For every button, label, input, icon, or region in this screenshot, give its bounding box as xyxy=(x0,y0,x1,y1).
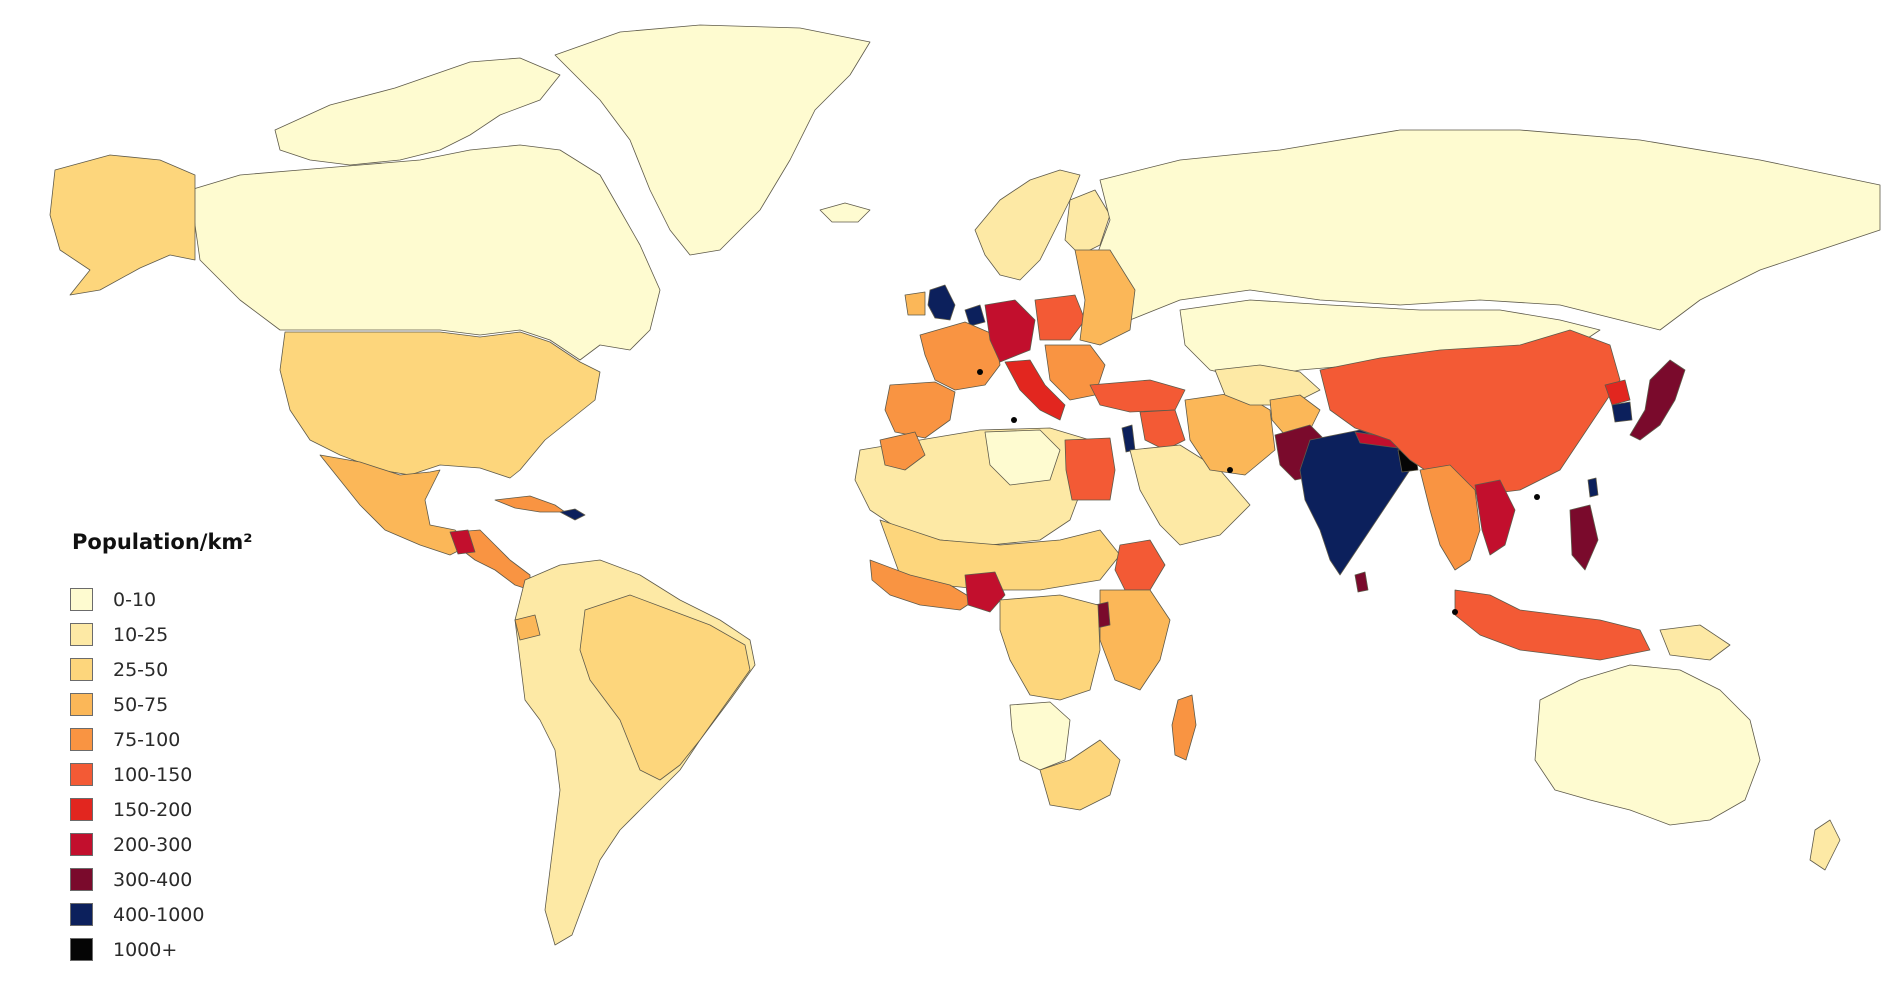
taiwan xyxy=(1587,477,1599,498)
ethiopia xyxy=(1114,539,1166,591)
city-state-dot xyxy=(1011,417,1017,423)
city-state-dot xyxy=(1534,494,1540,500)
legend-swatch xyxy=(70,903,93,926)
benelux xyxy=(964,304,986,327)
nigeria xyxy=(964,571,1006,613)
legend-label: 50-75 xyxy=(113,693,169,716)
australia xyxy=(1534,664,1761,826)
algeria-libya xyxy=(984,429,1061,486)
legend-label: 150-200 xyxy=(113,798,193,821)
brazil xyxy=(579,594,751,781)
canada xyxy=(189,144,661,361)
central-asia xyxy=(1214,364,1321,406)
legend-swatch xyxy=(70,728,93,751)
legend-label: 200-300 xyxy=(113,833,193,856)
morocco xyxy=(879,431,926,471)
legend-swatch xyxy=(70,588,93,611)
iberia xyxy=(884,381,956,439)
united-kingdom xyxy=(927,284,956,321)
legend-label: 75-100 xyxy=(113,728,181,751)
legend-label: 25-50 xyxy=(113,658,169,681)
russia xyxy=(1094,129,1881,331)
city-state-dot xyxy=(1227,467,1233,473)
legend-swatch xyxy=(70,658,93,681)
indonesia-malaysia xyxy=(1454,589,1651,661)
alaska xyxy=(49,154,196,296)
legend-list: 0-10 10-25 25-50 50-75 75-100 100-150 150-200 2… xyxy=(70,582,310,967)
hispaniola xyxy=(559,508,586,521)
sri-lanka xyxy=(1354,571,1369,593)
namibia-botswana xyxy=(1009,701,1071,771)
legend-item: 75-100 xyxy=(70,722,310,757)
legend-item: 200-300 xyxy=(70,827,310,862)
legend-swatch xyxy=(70,693,93,716)
germany xyxy=(984,299,1036,363)
legend-label: 0-10 xyxy=(113,588,157,611)
italy xyxy=(1004,359,1066,421)
poland xyxy=(1034,294,1086,341)
myanmar-thailand xyxy=(1419,464,1481,571)
united-states xyxy=(279,331,601,479)
legend-item: 1000+ xyxy=(70,932,310,967)
west-africa-coast xyxy=(869,559,976,611)
korea-south xyxy=(1611,401,1633,423)
canadian-arctic-islands xyxy=(274,57,561,166)
legend-item: 300-400 xyxy=(70,862,310,897)
legend-item: 400-1000 xyxy=(70,897,310,932)
legend-title: Population/km² xyxy=(72,530,253,554)
egypt xyxy=(1064,437,1116,501)
china xyxy=(1319,329,1621,496)
finland xyxy=(1064,189,1111,256)
legend-label: 1000+ xyxy=(113,938,178,961)
madagascar xyxy=(1171,694,1197,761)
legend-swatch xyxy=(70,833,93,856)
eastern-europe xyxy=(1074,249,1136,346)
papua-new-guinea xyxy=(1659,624,1731,661)
legend-label: 400-1000 xyxy=(113,903,205,926)
southern-africa xyxy=(1039,739,1121,811)
france xyxy=(919,321,1001,391)
mexico xyxy=(319,454,471,556)
japan xyxy=(1629,359,1686,441)
east-africa xyxy=(1099,589,1171,691)
legend-item: 100-150 xyxy=(70,757,310,792)
map-legend: Population/km² 0-10 10-25 25-50 50-75 75-100… xyxy=(70,530,310,967)
korea-north xyxy=(1604,379,1631,406)
scandinavia xyxy=(974,169,1081,281)
city-state-dot xyxy=(1452,609,1458,615)
vietnam xyxy=(1474,479,1516,556)
legend-swatch xyxy=(70,868,93,891)
philippines xyxy=(1569,504,1599,571)
israel xyxy=(1121,424,1136,453)
central-africa xyxy=(999,594,1101,701)
cuba xyxy=(494,495,566,513)
ireland xyxy=(904,291,926,316)
legend-item: 0-10 xyxy=(70,582,310,617)
new-zealand xyxy=(1809,819,1841,871)
iceland xyxy=(819,202,871,223)
city-state-dot xyxy=(977,369,983,375)
legend-item: 50-75 xyxy=(70,687,310,722)
legend-swatch xyxy=(70,938,93,961)
turkey xyxy=(1089,379,1186,413)
legend-item: 150-200 xyxy=(70,792,310,827)
legend-label: 10-25 xyxy=(113,623,169,646)
india xyxy=(1299,429,1411,576)
legend-swatch xyxy=(70,798,93,821)
ecuador xyxy=(514,614,541,641)
legend-item: 25-50 xyxy=(70,652,310,687)
legend-label: 300-400 xyxy=(113,868,193,891)
legend-item: 10-25 xyxy=(70,617,310,652)
legend-label: 100-150 xyxy=(113,763,193,786)
guatemala-el-salvador xyxy=(449,529,476,555)
greenland xyxy=(554,24,871,256)
legend-swatch xyxy=(70,763,93,786)
levant xyxy=(1139,409,1186,451)
legend-swatch xyxy=(70,623,93,646)
